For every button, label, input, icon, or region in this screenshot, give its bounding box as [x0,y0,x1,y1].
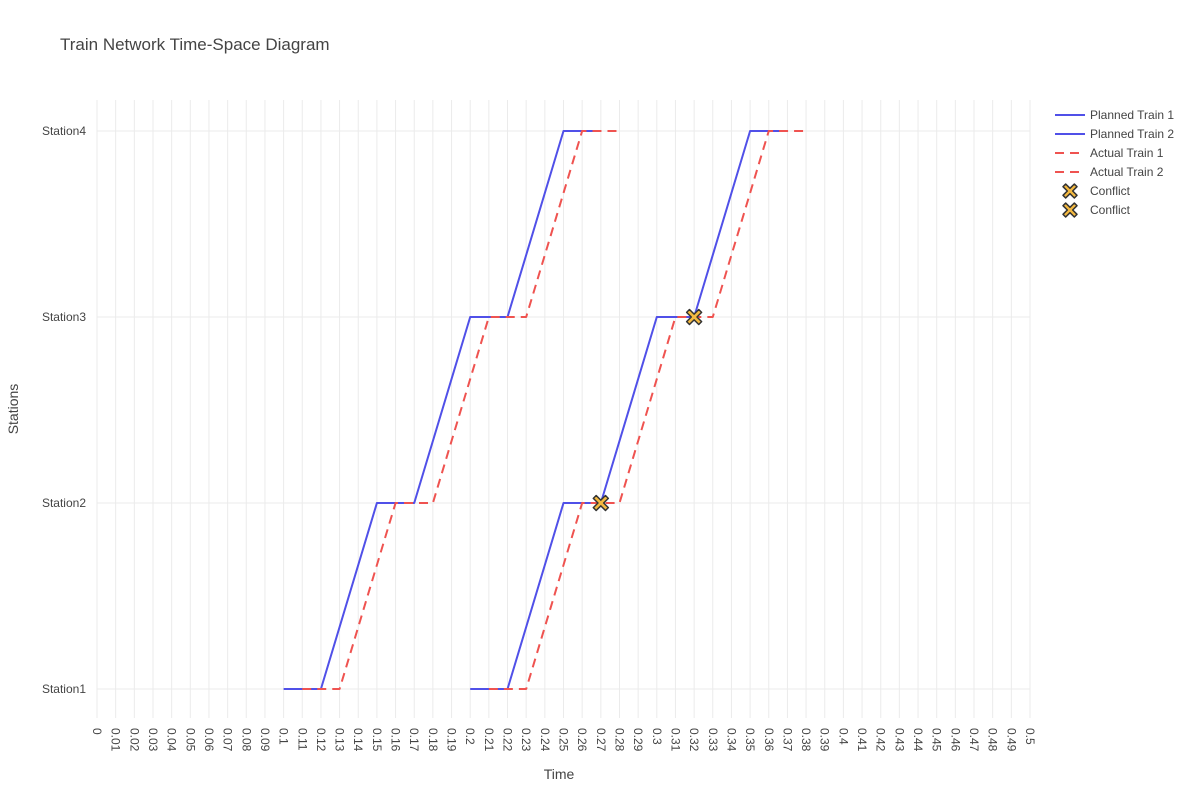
x-tick-label: 0.44 [911,728,925,752]
x-tick-label: 0.01 [109,728,123,752]
conflict-markers [592,308,703,512]
legend-label: Planned Train 2 [1090,127,1174,141]
x-tick-label: 0.27 [594,728,608,752]
series-line [470,130,788,690]
x-tick-label: 0.05 [183,728,197,752]
x-tick-label: 0.06 [202,728,216,752]
x-tick-label: 0.11 [295,728,309,751]
x-tick-label: 0.45 [930,728,944,752]
legend-item[interactable]: Actual Train 2 [1055,165,1164,179]
conflict-marker [592,494,610,512]
series-line [488,130,807,690]
y-tick-label: Station1 [42,682,86,696]
x-tick-label: 0.2 [463,728,477,745]
x-tick-labels: 0 0.01 0.02 0.03 0.04 0.05 0.06 0.07 0.08 0.09 0.1… [90,728,1037,752]
legend-label: Actual Train 2 [1090,165,1164,179]
x-tick-label: 0.21 [482,728,496,752]
x-tick-label: 0.34 [724,728,738,752]
x-tick-label: 0.03 [146,728,160,752]
x-gridlines [96,100,1031,718]
x-tick-label: 0.3 [650,728,664,745]
x-tick-label: 0.1 [277,728,291,745]
legend-item[interactable]: Planned Train 1 [1055,108,1174,122]
x-tick-label: 0.39 [818,728,832,752]
x-tick-label: 0.22 [501,728,515,752]
x-tick-label: 0.28 [612,728,626,752]
legend-conflict-swatch [1062,202,1078,218]
x-tick-label: 0.04 [165,728,179,752]
x-tick-label: 0.07 [221,728,235,752]
legend-label: Conflict [1090,203,1131,217]
conflict-marker [685,308,703,326]
x-tick-label: 0.42 [874,728,888,752]
x-tick-label: 0.46 [948,728,962,752]
x-tick-label: 0.5 [1023,728,1037,745]
x-tick-label: 0.38 [799,728,813,752]
legend-label: Conflict [1090,184,1131,198]
y-tick-label: Station2 [42,496,86,510]
y-tick-label: Station4 [42,124,86,138]
chart-title: Train Network Time-Space Diagram [60,35,330,54]
legend-label: Actual Train 1 [1090,146,1164,160]
y-tick-label: Station3 [42,310,86,324]
x-tick-label: 0.13 [333,728,347,752]
x-tick-label: 0.15 [370,728,384,752]
x-tick-label: 0.35 [743,728,757,752]
x-tick-label: 0.09 [258,728,272,752]
x-tick-label: 0.02 [127,728,141,752]
x-tick-label: 0.4 [836,728,850,745]
x-tick-label: 0.08 [239,728,253,752]
x-tick-label: 0.19 [445,728,459,752]
y-tick-labels: Station1 Station2 Station3 Station4 [42,124,86,696]
series-layer [283,130,807,690]
x-tick-label: 0.16 [389,728,403,752]
x-tick-label: 0.33 [706,728,720,752]
x-tick-label: 0 [90,728,104,735]
x-tick-label: 0.18 [426,728,440,752]
x-tick-label: 0.26 [575,728,589,752]
series-line [283,130,601,690]
x-tick-label: 0.14 [351,728,365,752]
x-tick-label: 0.23 [519,728,533,752]
x-tick-label: 0.47 [967,728,981,752]
x-tick-label: 0.25 [557,728,571,752]
x-tick-label: 0.41 [855,728,869,752]
x-tick-label: 0.17 [407,728,421,752]
x-tick-label: 0.24 [538,728,552,752]
x-tick-label: 0.43 [892,728,906,752]
legend-item[interactable]: Actual Train 1 [1055,146,1164,160]
legend-conflict-swatch [1062,183,1078,199]
x-tick-label: 0.32 [687,728,701,752]
x-tick-label: 0.37 [780,728,794,752]
legend-label: Planned Train 1 [1090,108,1174,122]
legend[interactable]: Planned Train 1 Planned Train 2 Actual Tra… [1055,108,1174,218]
x-tick-label: 0.31 [668,728,682,752]
series-line [302,130,620,690]
x-tick-label: 0.29 [631,728,645,752]
x-tick-label: 0.49 [1004,728,1018,752]
x-tick-label: 0.48 [986,728,1000,752]
legend-item[interactable]: Planned Train 2 [1055,127,1174,141]
x-axis-title: Time [544,766,575,782]
legend-item[interactable]: Conflict [1062,202,1131,218]
y-axis-title: Stations [5,384,21,435]
x-tick-label: 0.12 [314,728,328,752]
legend-item[interactable]: Conflict [1062,183,1131,199]
x-tick-label: 0.36 [762,728,776,752]
